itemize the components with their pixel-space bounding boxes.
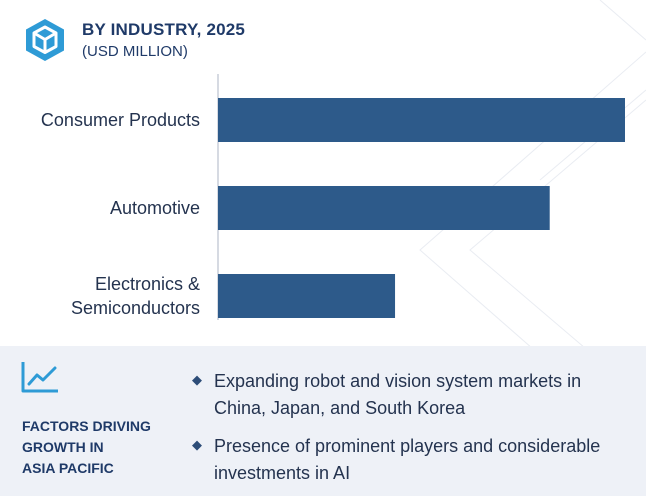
- diamond-bullet-icon: ◆: [192, 437, 202, 452]
- category-label: Automotive: [110, 198, 200, 218]
- factors-list: ◆ Expanding robot and vision system mark…: [192, 368, 632, 496]
- bar-automotive: [218, 186, 550, 230]
- bar-electronics-semiconductors: [218, 274, 396, 318]
- list-item: ◆ Presence of prominent players and cons…: [192, 433, 632, 487]
- chart-title: BY INDUSTRY, 2025: [82, 20, 246, 39]
- trend-chart-icon: [21, 362, 58, 393]
- bar-consumer-products: [218, 98, 625, 142]
- diamond-bullet-icon: ◆: [192, 372, 202, 387]
- factors-title: FACTORS DRIVING GROWTH IN ASIA PACIFIC: [22, 418, 151, 476]
- chart-subtitle: (USD MILLION): [82, 43, 188, 60]
- list-item: ◆ Expanding robot and vision system mark…: [192, 368, 632, 422]
- category-label: Electronics & Semiconductors: [71, 274, 200, 318]
- category-label: Consumer Products: [41, 110, 200, 130]
- bar-chart: Consumer Products Automotive Electronics &…: [41, 74, 625, 320]
- factor-text: Expanding robot and vision system market…: [214, 371, 582, 418]
- growth-factors-panel: FACTORS DRIVING GROWTH IN ASIA PACIFIC ◆…: [0, 346, 646, 496]
- factor-text: Presence of prominent players and consid…: [214, 436, 601, 483]
- hexagon-cube-icon: [26, 19, 64, 61]
- chart-header: BY INDUSTRY, 2025 (USD MILLION): [22, 14, 245, 66]
